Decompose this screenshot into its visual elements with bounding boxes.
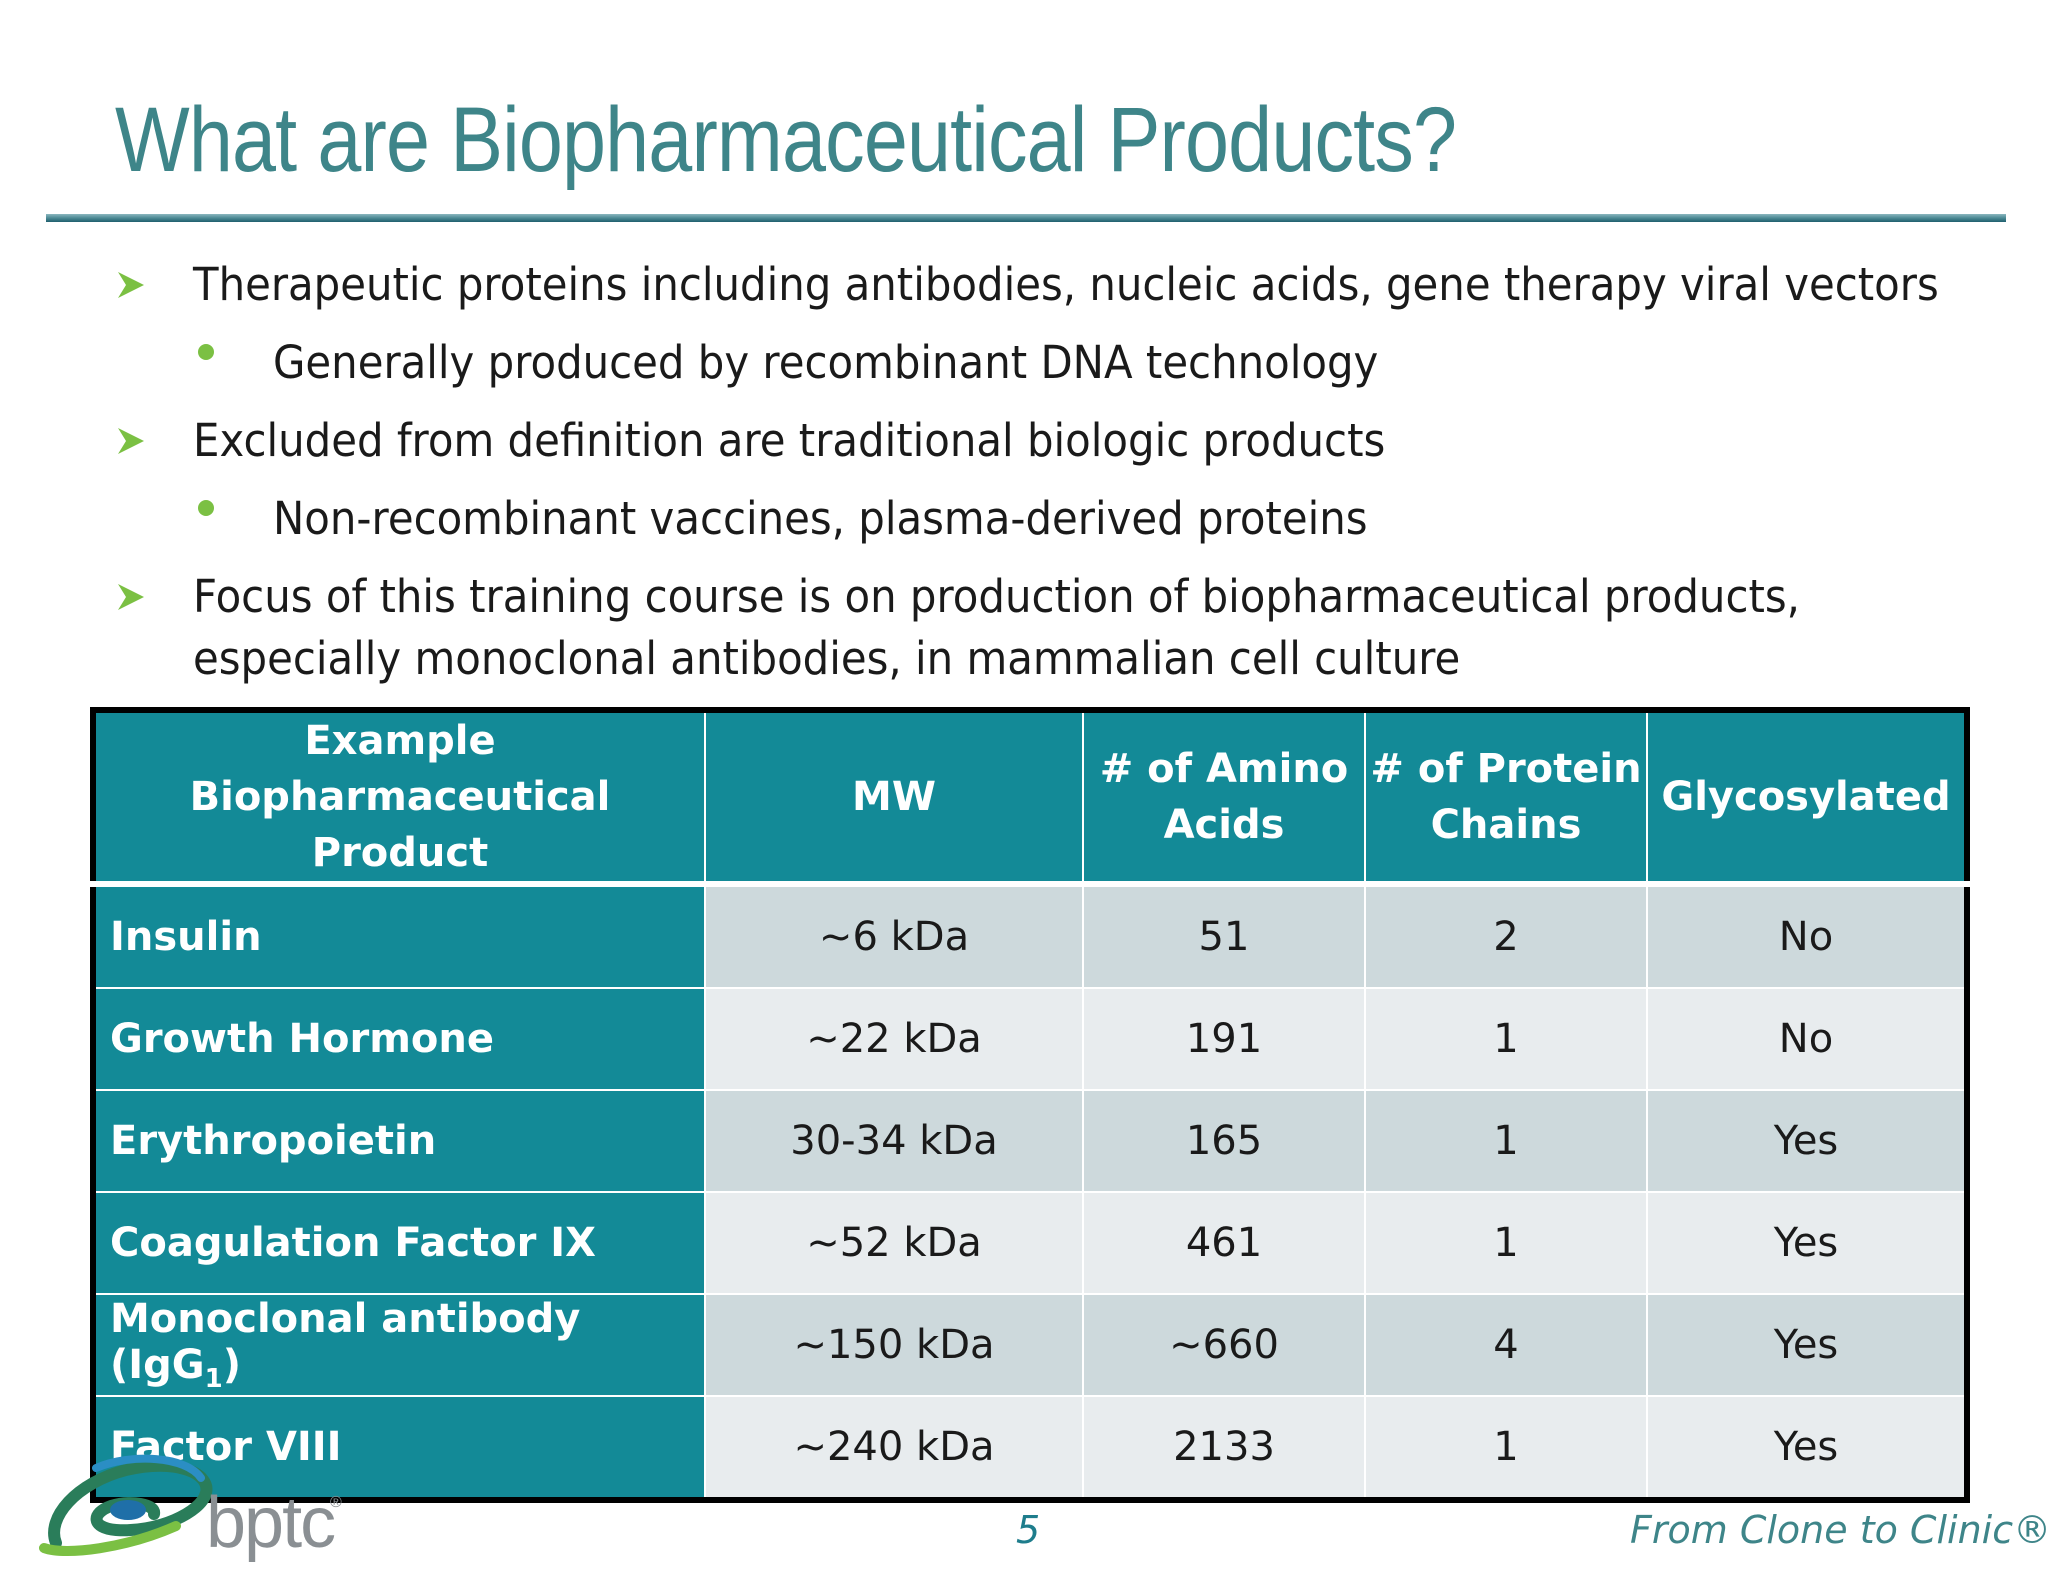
amino-acids-cell: 165 xyxy=(1082,1089,1366,1192)
amino-acids-cell: 461 xyxy=(1082,1191,1366,1294)
header-protein-chains: # of Protein Chains xyxy=(1364,710,1648,887)
bullet-continuation-text: especially monoclonal antibodies, in mam… xyxy=(193,632,1461,685)
table-row: Erythropoietin 30-34 kDa 165 1 Yes xyxy=(92,1089,1968,1192)
mw-cell: ~6 kDa xyxy=(704,883,1084,988)
sub-bullet-text: Generally produced by recombinant DNA te… xyxy=(273,336,1379,389)
mw-cell: 30-34 kDa xyxy=(704,1089,1084,1192)
amino-acids-cell: 2133 xyxy=(1082,1395,1366,1500)
amino-acids-cell: ~660 xyxy=(1082,1293,1366,1396)
sub-bullet-text: Non-recombinant vaccines, plasma-derived… xyxy=(273,492,1368,545)
table-row: Coagulation Factor IX ~52 kDa 461 1 Yes xyxy=(92,1191,1968,1294)
arrow-bullet-icon xyxy=(118,272,144,298)
product-name: Insulin xyxy=(92,883,706,988)
table-row: Factor VIII ~240 kDa 2133 1 Yes xyxy=(92,1395,1968,1500)
product-name: Coagulation Factor IX xyxy=(92,1191,706,1294)
product-name: Factor VIII xyxy=(92,1395,706,1500)
products-table: Example Biopharmaceutical Product MW # of… xyxy=(90,707,1970,1503)
product-name: Growth Hormone xyxy=(92,987,706,1090)
dot-bullet-icon xyxy=(198,344,214,360)
bullet-text: Focus of this training course is on prod… xyxy=(193,570,1800,623)
table-row: Monoclonal antibody (IgG1) ~150 kDa ~660… xyxy=(92,1293,1968,1396)
header-glycosylated: Glycosylated xyxy=(1646,710,1968,887)
amino-acids-cell: 51 xyxy=(1082,883,1366,988)
dot-bullet-icon xyxy=(198,500,214,516)
glycosylated-cell: Yes xyxy=(1646,1293,1968,1396)
chains-cell: 1 xyxy=(1364,1191,1648,1294)
bullet-text: Therapeutic proteins including antibodie… xyxy=(193,258,1939,311)
bullet-text: Excluded from definition are traditional… xyxy=(193,414,1386,467)
slide-title: What are Biopharmaceutical Products? xyxy=(115,89,1457,191)
page-number: 5 xyxy=(1016,1508,1041,1552)
chains-cell: 1 xyxy=(1364,987,1648,1090)
glycosylated-cell: No xyxy=(1646,987,1968,1090)
product-name: Monoclonal antibody (IgG1) xyxy=(92,1293,706,1396)
glycosylated-cell: Yes xyxy=(1646,1089,1968,1192)
amino-acids-cell: 191 xyxy=(1082,987,1366,1090)
glycosylated-cell: Yes xyxy=(1646,1395,1968,1500)
logo-wordmark: bptc xyxy=(206,1483,336,1563)
table-row: Growth Hormone ~22 kDa 191 1 No xyxy=(92,987,1968,1090)
header-mw: MW xyxy=(704,710,1084,887)
table-header-row: Example Biopharmaceutical Product MW # of… xyxy=(92,710,1968,887)
chains-cell: 1 xyxy=(1364,1395,1648,1500)
mw-cell: ~240 kDa xyxy=(704,1395,1084,1500)
mw-cell: ~150 kDa xyxy=(704,1293,1084,1396)
header-amino-acids: # of Amino Acids xyxy=(1082,710,1366,887)
logo-registered-mark: ® xyxy=(330,1494,342,1511)
footer-tagline: From Clone to Clinic® xyxy=(1630,1508,2048,1552)
table-row: Insulin ~6 kDa 51 2 No xyxy=(92,883,1968,988)
glycosylated-cell: Yes xyxy=(1646,1191,1968,1294)
glycosylated-cell: No xyxy=(1646,883,1968,988)
header-product: Example Biopharmaceutical Product xyxy=(92,710,706,887)
chains-cell: 4 xyxy=(1364,1293,1648,1396)
mw-cell: ~22 kDa xyxy=(704,987,1084,1090)
arrow-bullet-icon xyxy=(118,584,144,610)
product-name: Erythropoietin xyxy=(92,1089,706,1192)
mw-cell: ~52 kDa xyxy=(704,1191,1084,1294)
chains-cell: 2 xyxy=(1364,883,1648,988)
bptc-logo-swirl-icon xyxy=(39,1454,213,1557)
title-divider xyxy=(46,214,2006,222)
arrow-bullet-icon xyxy=(118,428,144,454)
chains-cell: 1 xyxy=(1364,1089,1648,1192)
